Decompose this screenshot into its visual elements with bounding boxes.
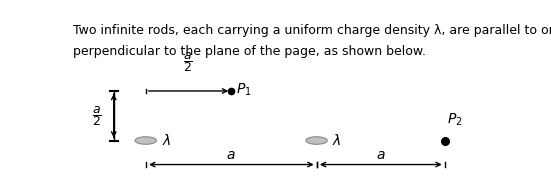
Text: $\dfrac{a}{2}$: $\dfrac{a}{2}$	[91, 104, 101, 128]
Text: Two infinite rods, each carrying a uniform charge density λ, are parallel to one: Two infinite rods, each carrying a unifo…	[73, 24, 551, 37]
Text: $\lambda$: $\lambda$	[332, 133, 342, 148]
Text: $a$: $a$	[376, 148, 385, 161]
Text: $\dfrac{a}{2}$: $\dfrac{a}{2}$	[183, 51, 193, 74]
Circle shape	[135, 137, 156, 144]
Text: perpendicular to the plane of the page, as shown below.: perpendicular to the plane of the page, …	[73, 45, 426, 58]
Circle shape	[306, 137, 327, 144]
Text: $P_1$: $P_1$	[236, 82, 252, 98]
Text: $\lambda$: $\lambda$	[161, 133, 171, 148]
Text: $P_2$: $P_2$	[447, 111, 462, 128]
Text: $a$: $a$	[226, 148, 236, 161]
